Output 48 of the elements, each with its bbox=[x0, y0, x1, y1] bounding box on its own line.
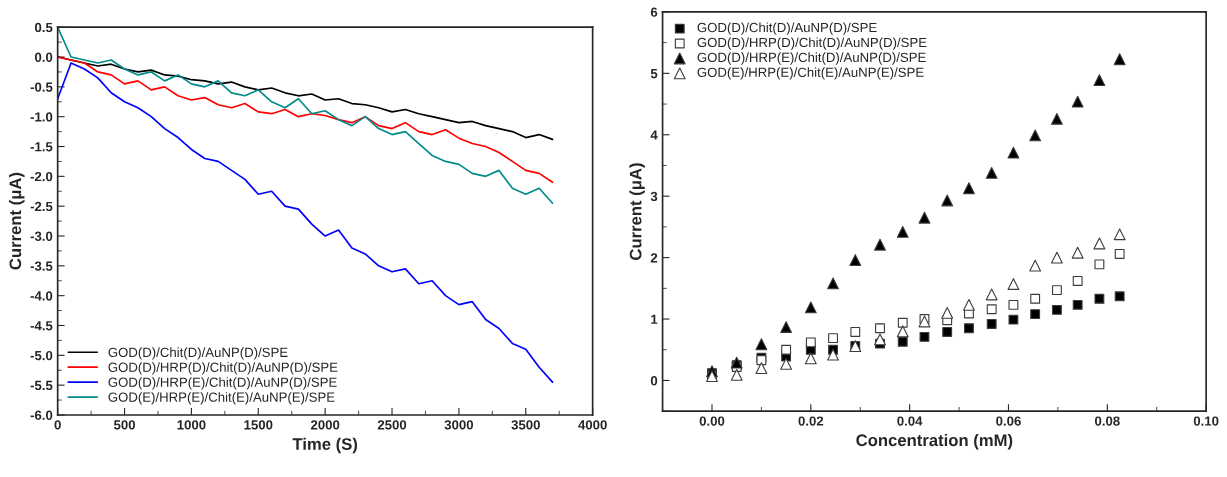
legend-label: GOD(E)/HRP(E)/Chit(E)/AuNP(E)/SPE bbox=[697, 67, 924, 80]
y-tick-label: 5 bbox=[650, 69, 658, 79]
x-tick-label: 0.00 bbox=[699, 416, 725, 426]
y-tick-label: -6.0 bbox=[30, 410, 53, 420]
y-tick-label: -0.5 bbox=[30, 82, 53, 92]
legend-label: GOD(D)/Chit(D)/AuNP(D)/SPE bbox=[108, 347, 288, 360]
x-axis-title: Concentration (mM) bbox=[856, 433, 1013, 450]
legend-label: GOD(D)/HRP(D)/Chit(D)/AuNP(D)/SPE bbox=[697, 37, 927, 50]
x-tick-label: 0.04 bbox=[897, 416, 923, 426]
y-tick-label: -4.5 bbox=[30, 321, 53, 331]
x-tick-label: 0.06 bbox=[996, 416, 1021, 426]
legend-label: GOD(D)/HRP(E)/Chit(D)/AuNP(D)/SPE bbox=[108, 377, 337, 390]
y-tick-label: -1.5 bbox=[30, 142, 53, 152]
y-tick-label: 6 bbox=[650, 7, 658, 17]
y-tick-label: 0.5 bbox=[34, 22, 53, 33]
x-tick-label: 3500 bbox=[511, 420, 540, 430]
y-tick-label: 3 bbox=[650, 191, 658, 202]
y-tick-label: 1 bbox=[651, 314, 658, 324]
x-axis-title: Time (S) bbox=[292, 437, 358, 454]
y-tick-label: 0 bbox=[650, 376, 658, 386]
y-tick-label: -3.5 bbox=[30, 261, 53, 271]
y-tick-label: -2.0 bbox=[30, 171, 53, 182]
x-tick-label: 0.08 bbox=[1094, 416, 1120, 426]
y-tick-label: 2 bbox=[650, 253, 658, 263]
x-tick-label: 2000 bbox=[310, 420, 340, 430]
y-tick-label: -5.0 bbox=[30, 350, 53, 361]
x-tick-label: 1000 bbox=[177, 420, 206, 430]
x-tick-label: 4000 bbox=[578, 420, 607, 430]
legend-label: GOD(D)/HRP(E)/Chit(D)/AuNP(D)/SPE bbox=[697, 52, 926, 65]
x-tick-label: 0.10 bbox=[1193, 416, 1219, 426]
x-tick-label: 2500 bbox=[377, 420, 407, 430]
legend-label: GOD(E)/HRP(E)/Chit(E)/AuNP(E)/SPE bbox=[108, 392, 335, 405]
y-axis-title: Current (μA) bbox=[629, 163, 645, 260]
x-tick-label: 0.02 bbox=[798, 416, 824, 426]
x-tick-label: 500 bbox=[113, 420, 136, 430]
y-tick-label: -5.5 bbox=[30, 380, 53, 391]
y-tick-label: -4.0 bbox=[30, 291, 53, 301]
legend-label: GOD(D)/Chit(D)/AuNP(D)/SPE bbox=[697, 22, 877, 35]
x-tick-label: 3000 bbox=[444, 420, 474, 430]
y-tick-label: 4 bbox=[650, 130, 658, 140]
legend-label: GOD(D)/HRP(D)/Chit(D)/AuNP(D)/SPE bbox=[108, 362, 338, 375]
x-tick-label: 1500 bbox=[244, 420, 273, 430]
y-tick-label: -3.0 bbox=[30, 231, 53, 241]
y-tick-label: 0.0 bbox=[34, 52, 53, 62]
x-tick-label: 0 bbox=[54, 420, 61, 430]
y-tick-label: -1.0 bbox=[30, 112, 53, 122]
y-tick-label: -2.5 bbox=[30, 201, 53, 212]
y-axis-title: Current (μA) bbox=[8, 172, 25, 270]
